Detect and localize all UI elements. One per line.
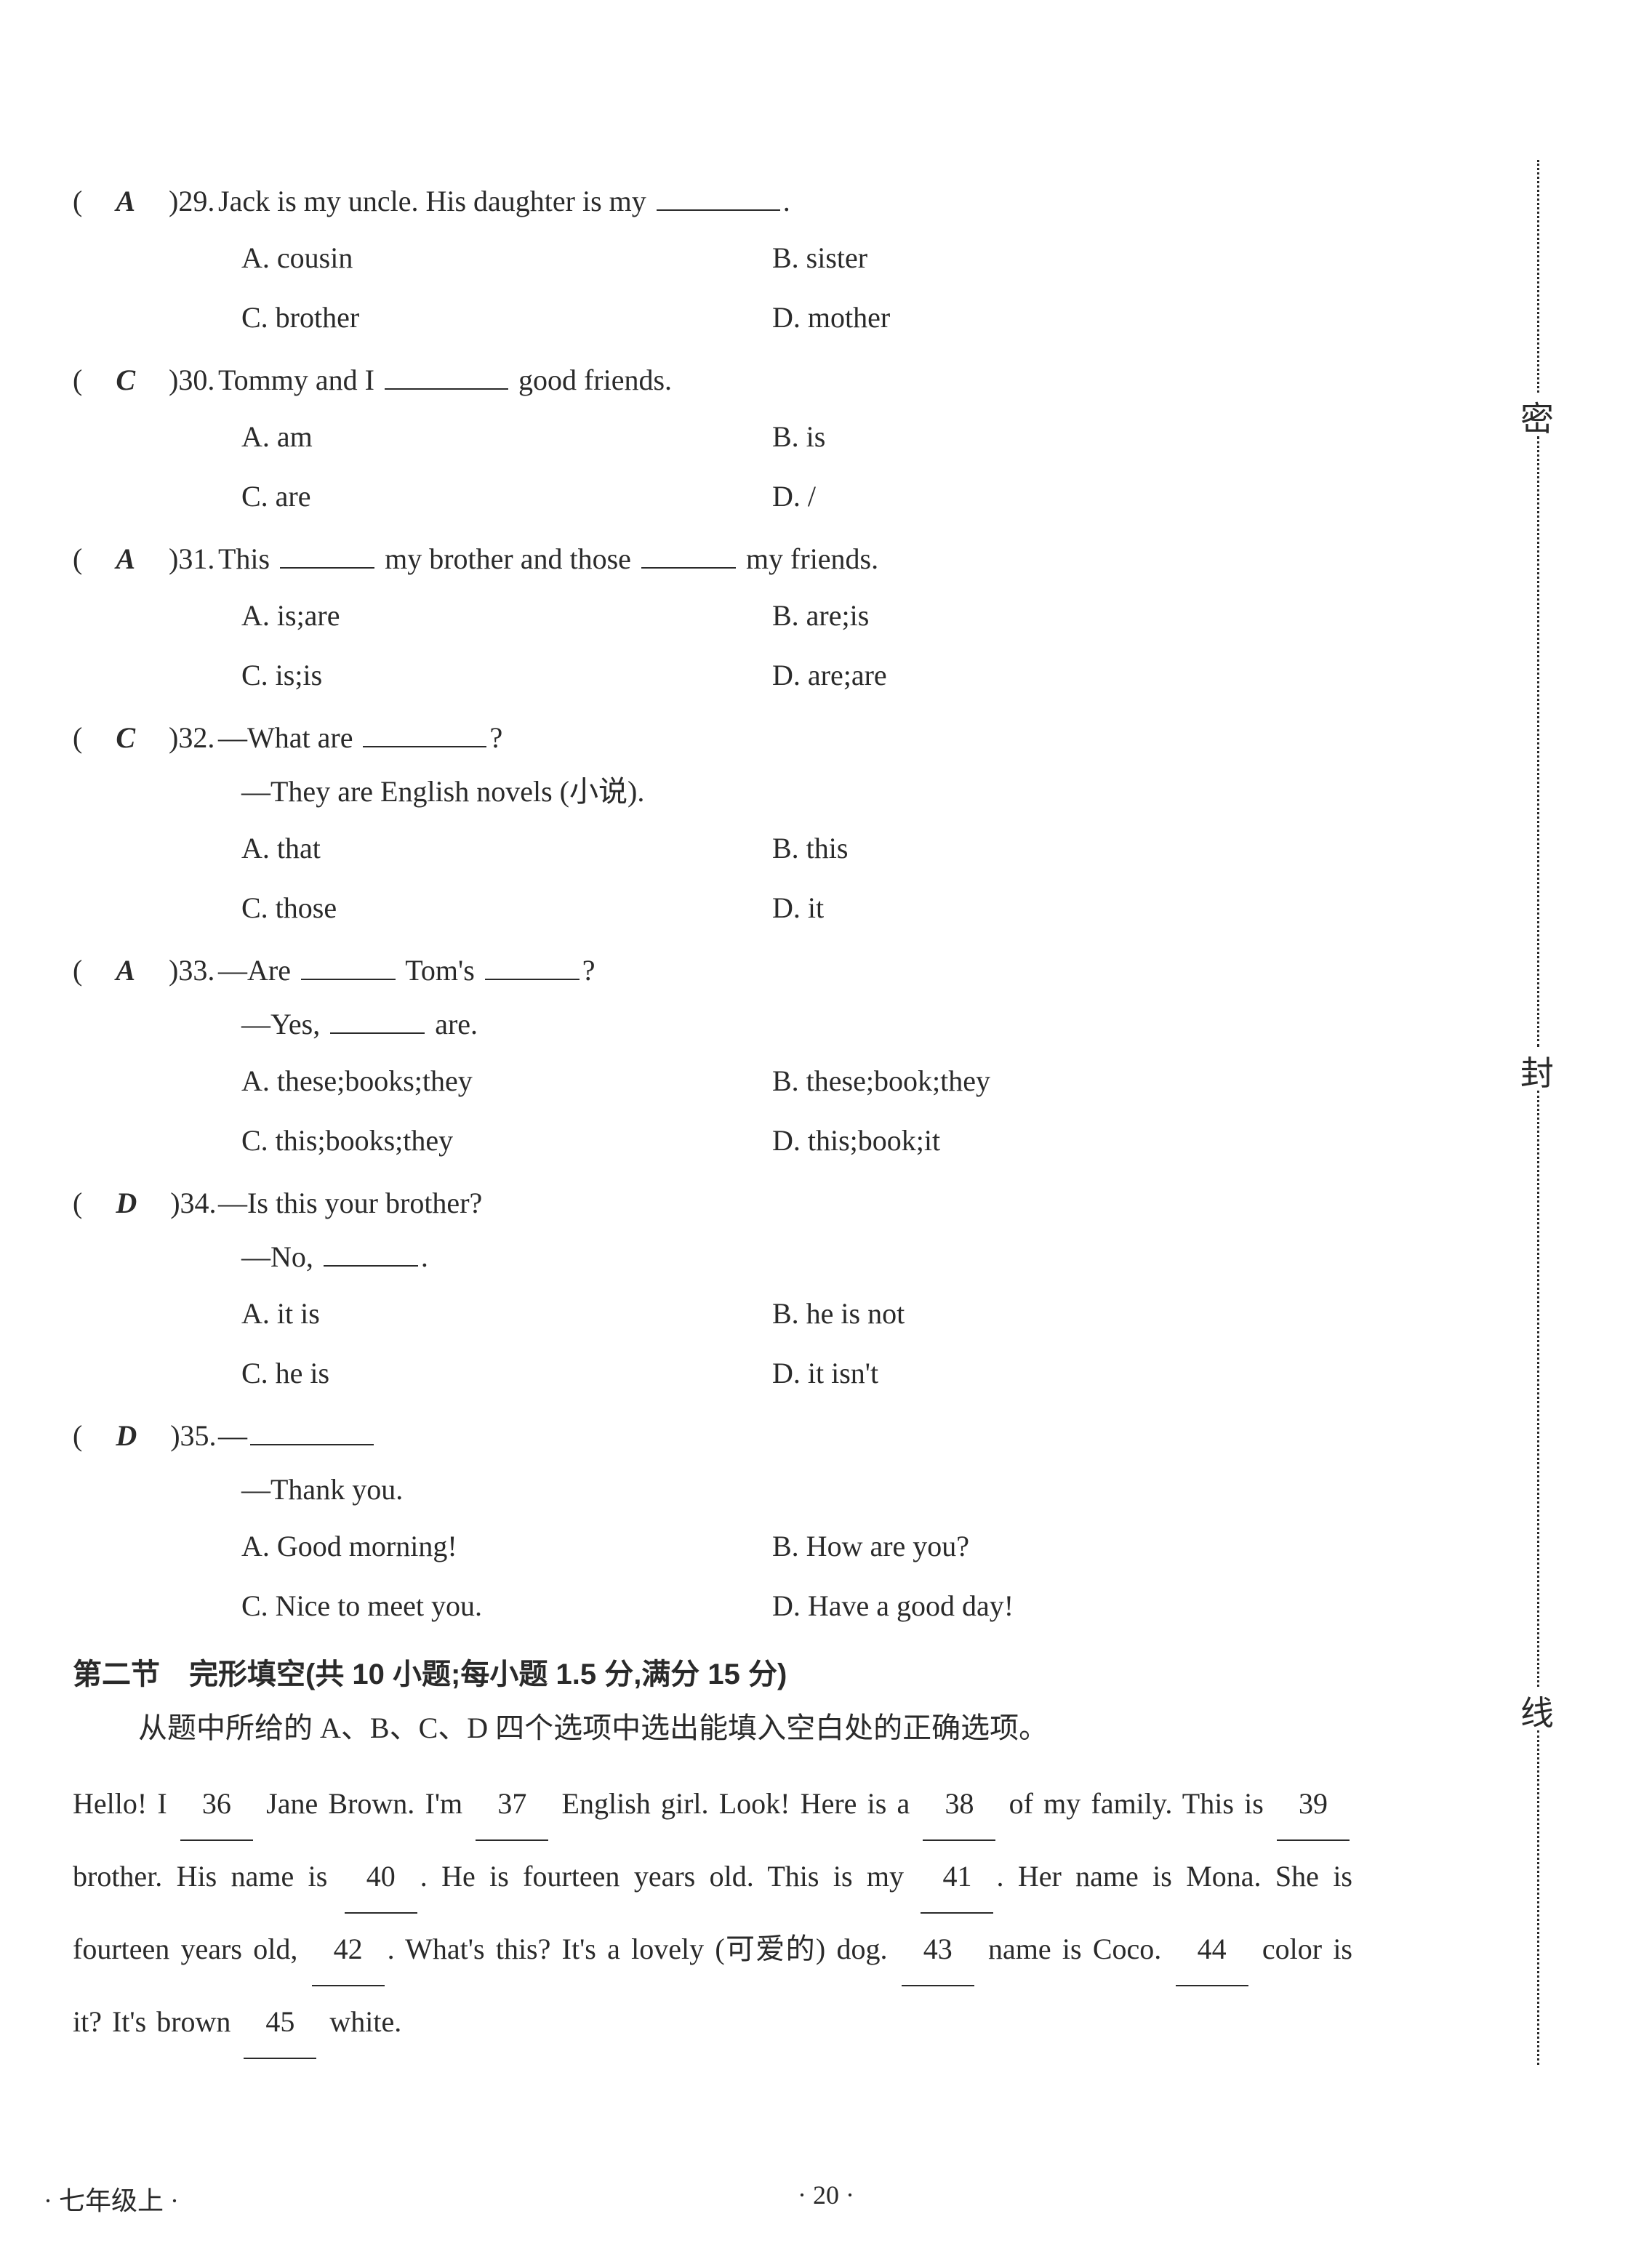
- blank-39: 39: [1277, 1768, 1350, 1841]
- stem-text: —What are ?: [218, 711, 1352, 765]
- option-c: C. are: [241, 467, 772, 526]
- blank-40: 40: [345, 1841, 417, 1914]
- question-29: ( A )29. Jack is my uncle. His daughter …: [73, 174, 1352, 348]
- option-a: A. it is: [241, 1284, 772, 1344]
- answer-paren: ( D )35.: [73, 1409, 218, 1463]
- answer-paren: ( A )33.: [73, 944, 218, 998]
- answer-letter: D: [111, 1419, 141, 1452]
- option-c: C. is;is: [241, 646, 772, 705]
- option-a: A. Good morning!: [241, 1517, 772, 1576]
- options-row: A. is;are B. are;is C. is;is D. are;are: [73, 586, 1352, 705]
- question-30: ( C )30. Tommy and I good friends. A. am…: [73, 353, 1352, 526]
- answer-paren: ( C )32.: [73, 711, 218, 765]
- options-row: A. Good morning! B. How are you? C. Nice…: [73, 1517, 1352, 1636]
- option-b: B. he is not: [772, 1284, 1303, 1344]
- answer-letter: A: [111, 542, 140, 575]
- question-31: ( A )31. This my brother and those my fr…: [73, 532, 1352, 705]
- sub-line: —Yes, are.: [73, 998, 1352, 1051]
- stem-text: Jack is my uncle. His daughter is my .: [218, 174, 1352, 228]
- blank-41: 41: [921, 1841, 993, 1914]
- option-a: A. is;are: [241, 586, 772, 646]
- options-row: A. cousin B. sister C. brother D. mother: [73, 228, 1352, 348]
- blank-44: 44: [1176, 1914, 1248, 1986]
- sub-line: —They are English novels (小说).: [73, 765, 1352, 819]
- blank-45: 45: [244, 1986, 316, 2059]
- footer-page-number: · 20 ·: [0, 2180, 1652, 2210]
- sub-line: —Thank you.: [73, 1463, 1352, 1517]
- exam-page: ( A )29. Jack is my uncle. His daughter …: [0, 0, 1652, 2267]
- question-number: 31: [178, 542, 207, 575]
- option-c: C. he is: [241, 1344, 772, 1403]
- answer-letter: C: [111, 721, 140, 754]
- option-d: D. it isn't: [772, 1344, 1303, 1403]
- options-row: A. am B. is C. are D. /: [73, 407, 1352, 526]
- options-row: A. that B. this C. those D. it: [73, 819, 1352, 938]
- answer-paren: ( A )29.: [73, 174, 218, 228]
- blank-43: 43: [902, 1914, 974, 1986]
- options-row: A. it is B. he is not C. he is D. it isn…: [73, 1284, 1352, 1403]
- question-number: 34: [180, 1187, 209, 1219]
- answer-paren: ( D )34.: [73, 1176, 218, 1230]
- answer-paren: ( A )31.: [73, 532, 218, 586]
- answer-letter: C: [111, 364, 140, 396]
- option-d: D. are;are: [772, 646, 1303, 705]
- question-number: 32: [178, 721, 207, 754]
- question-number: 30: [178, 364, 207, 396]
- option-b: B. How are you?: [772, 1517, 1303, 1576]
- option-b: B. these;book;they: [772, 1051, 1303, 1111]
- question-35: ( D )35. — —Thank you. A. Good morning! …: [73, 1409, 1352, 1636]
- question-number: 29: [178, 185, 207, 217]
- option-d: D. /: [772, 467, 1303, 526]
- option-c: C. this;books;they: [241, 1111, 772, 1171]
- content-area: ( A )29. Jack is my uncle. His daughter …: [73, 174, 1352, 2059]
- stem-text: —: [218, 1409, 1352, 1463]
- option-d: D. mother: [772, 288, 1303, 348]
- answer-paren: ( C )30.: [73, 353, 218, 407]
- question-number: 35: [180, 1419, 209, 1452]
- seal-char-mi: 密: [1515, 393, 1559, 441]
- blank-36: 36: [180, 1768, 253, 1841]
- seal-char-xian: 线: [1515, 1687, 1559, 1735]
- options-row: A. these;books;they B. these;book;they C…: [73, 1051, 1352, 1171]
- stem-text: Tommy and I good friends.: [218, 353, 1352, 407]
- option-a: A. that: [241, 819, 772, 878]
- question-34: ( D )34. —Is this your brother? —No, . A…: [73, 1176, 1352, 1403]
- option-d: D. it: [772, 878, 1303, 938]
- answer-letter: A: [111, 185, 140, 217]
- option-a: A. these;books;they: [241, 1051, 772, 1111]
- option-a: A. am: [241, 407, 772, 467]
- option-b: B. are;is: [772, 586, 1303, 646]
- sub-line: —No, .: [73, 1230, 1352, 1284]
- seal-char-feng: 封: [1515, 1047, 1559, 1095]
- option-c: C. those: [241, 878, 772, 938]
- option-d: D. Have a good day!: [772, 1576, 1303, 1636]
- question-32: ( C )32. —What are ? —They are English n…: [73, 711, 1352, 938]
- section2-instruction: 从题中所给的 A、B、C、D 四个选项中选出能填入空白处的正确选项。: [73, 1701, 1352, 1755]
- cloze-passage: Hello! I 36 Jane Brown. I'm 37 English g…: [73, 1768, 1352, 2059]
- blank-42: 42: [312, 1914, 385, 1986]
- blank-37: 37: [476, 1768, 548, 1841]
- option-c: C. Nice to meet you.: [241, 1576, 772, 1636]
- stem-text: —Are Tom's ?: [218, 944, 1352, 998]
- blank-38: 38: [923, 1768, 995, 1841]
- option-a: A. cousin: [241, 228, 772, 288]
- answer-letter: A: [111, 954, 140, 987]
- option-d: D. this;book;it: [772, 1111, 1303, 1171]
- question-33: ( A )33. —Are Tom's ? —Yes, are. A. thes…: [73, 944, 1352, 1171]
- section2-title: 第二节 完形填空(共 10 小题;每小题 1.5 分,满分 15 分): [73, 1648, 1352, 1701]
- answer-letter: D: [111, 1187, 141, 1219]
- option-b: B. this: [772, 819, 1303, 878]
- question-number: 33: [178, 954, 207, 987]
- seal-line: 密 封 线: [1515, 160, 1559, 2065]
- option-c: C. brother: [241, 288, 772, 348]
- stem-text: —Is this your brother?: [218, 1176, 1352, 1230]
- stem-text: This my brother and those my friends.: [218, 532, 1352, 586]
- option-b: B. sister: [772, 228, 1303, 288]
- option-b: B. is: [772, 407, 1303, 467]
